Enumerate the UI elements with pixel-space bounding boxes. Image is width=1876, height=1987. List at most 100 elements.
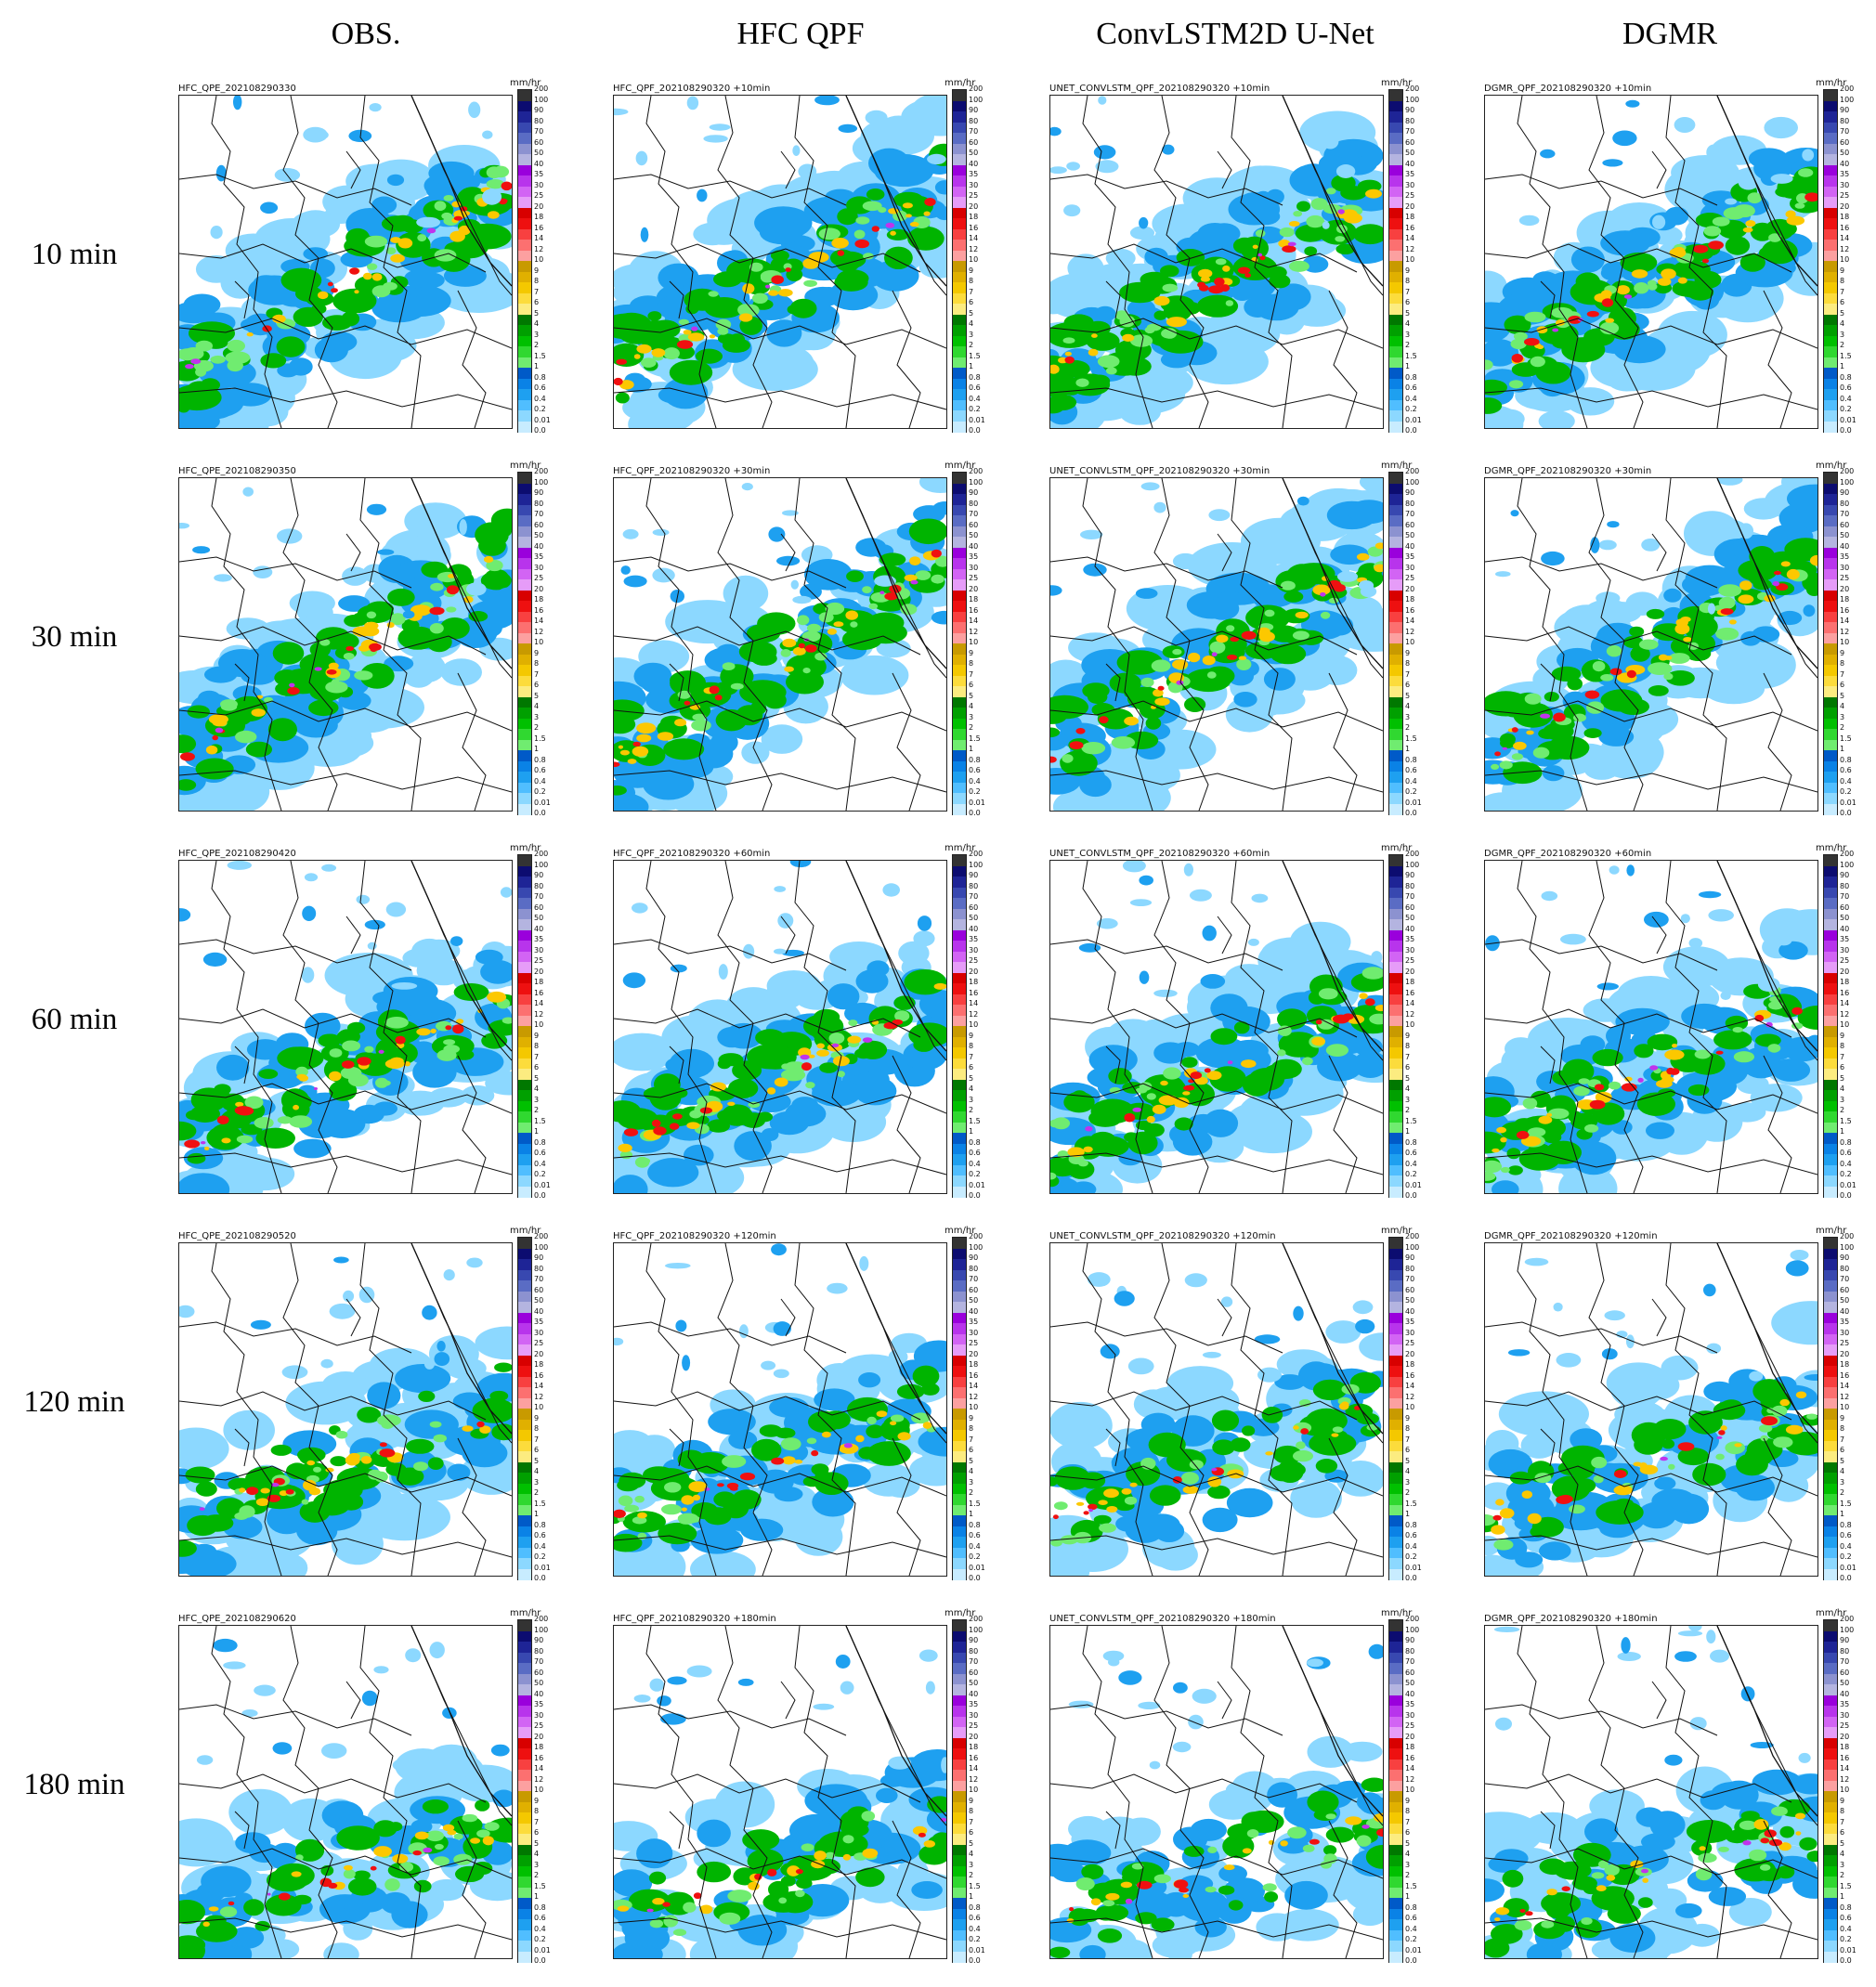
rain-cell (628, 409, 666, 428)
rain-cell (619, 749, 630, 756)
rain-cell (1707, 603, 1716, 615)
colorbar-tick-label: 40 (1405, 1306, 1415, 1316)
rain-cell (1732, 1027, 1743, 1033)
colorbar-tick-label: 200 (1840, 467, 1855, 475)
rain-cell (1154, 697, 1170, 707)
colorbar-tick-label: 2 (1405, 1488, 1411, 1497)
rain-cell (180, 752, 195, 761)
rain-cell (1080, 529, 1103, 539)
rain-cell (1374, 1005, 1383, 1012)
colorbar-tick-label: 1.5 (1405, 351, 1417, 360)
rain-cell (1062, 754, 1074, 763)
rain-cell (1499, 1508, 1515, 1519)
rain-cell (619, 1472, 646, 1489)
colorbar-tick-label: 18 (1405, 595, 1415, 604)
colorbar-tick-label: 20 (969, 1349, 979, 1358)
rain-cell (848, 1019, 858, 1027)
colorbar-swatch (1824, 994, 1837, 1006)
colorbar-tick-label: 20 (534, 584, 544, 593)
colorbar-swatch (1389, 1558, 1402, 1569)
rain-cell (677, 1449, 705, 1470)
rain-cell (1639, 1462, 1648, 1469)
rain-cell (1109, 1086, 1121, 1094)
rain-cell (837, 208, 858, 226)
rain-cell (368, 1469, 383, 1480)
rain-layer (614, 549, 942, 768)
colorbar-swatch (1824, 1100, 1837, 1112)
rain-cell (212, 734, 218, 741)
colorbar-tick-label: 0.0 (534, 426, 546, 435)
colorbar-swatch (953, 782, 966, 794)
rain-cell (633, 354, 641, 359)
colorbar-swatch (953, 1397, 966, 1409)
colorbar-swatch (1824, 1069, 1837, 1080)
rain-cell (1511, 354, 1523, 363)
rain-cell (715, 709, 748, 732)
rain-cell (1145, 1513, 1180, 1537)
rain-cell (1586, 310, 1599, 318)
colorbar-tick-label: 18 (534, 595, 544, 604)
rain-cell (1258, 631, 1275, 643)
rain-cell (1322, 221, 1330, 229)
colorbar-swatch (518, 1036, 531, 1048)
colorbar-tick-label: 80 (969, 881, 979, 890)
rain-cell (751, 1438, 782, 1461)
rain-cell (1050, 1539, 1062, 1547)
rain-cell (1760, 1435, 1768, 1442)
colorbar-tick-label: 40 (534, 541, 544, 551)
rain-cell (1485, 339, 1519, 367)
rain-cell (669, 359, 713, 385)
map-frame (613, 1242, 947, 1577)
colorbar-tick-label: 9 (1405, 1031, 1411, 1040)
rain-cell (1211, 1409, 1240, 1432)
colorbar-tick-label: 10 (969, 1403, 979, 1411)
rain-cell (710, 1082, 726, 1092)
colorbar-tick-label: 1 (534, 1510, 540, 1518)
colorbar-tick-label: 40 (534, 1306, 544, 1316)
rain-cell (665, 1263, 691, 1269)
panel-label: DGMR_QPF_202108290320 +30min (1484, 466, 1652, 476)
colorbar-swatch (1389, 207, 1402, 219)
colorbar-tick-label: 35 (534, 552, 544, 561)
province-boundaries (614, 96, 946, 428)
rain-cell (1139, 875, 1153, 886)
precipitation-map (1485, 478, 1817, 811)
rain-cell (1348, 500, 1383, 525)
rain-cell (214, 574, 232, 582)
rain-cell (784, 666, 794, 672)
rain-cell (866, 612, 905, 633)
colorbar-tick-label: 9 (1840, 1031, 1845, 1040)
colorbar-swatch (518, 378, 531, 390)
rain-cell (1309, 1431, 1357, 1456)
rain-cell (199, 1507, 205, 1511)
boundary-line (614, 700, 946, 732)
colorbar-tick-label: 70 (969, 127, 979, 136)
colorbar-tick-label: 9 (969, 1031, 974, 1040)
colorbar-swatch (1824, 483, 1837, 495)
colorbar-swatch (518, 994, 531, 1006)
rain-cell (1088, 348, 1099, 357)
colorbar-unit: mm/hr (945, 78, 976, 88)
colorbar-swatch (1389, 1312, 1402, 1324)
rain-cell (678, 318, 689, 326)
colorbar-tick-label: 5 (1405, 1073, 1411, 1083)
rain-layer (1494, 570, 1789, 757)
rain-cell (428, 1087, 468, 1108)
panel-hfc-r10: HFC_QPF_202108290320 +10min mm/hr 200 100 90… (613, 78, 995, 436)
rain-cell (1735, 1474, 1763, 1497)
rain-cell (1785, 1424, 1804, 1435)
rain-cell (1359, 478, 1383, 492)
colorbar-tick-label: 20 (969, 584, 979, 593)
colorbar-swatch (1389, 632, 1402, 644)
colorbar-tick-label: 35 (1405, 935, 1415, 943)
colorbar-tick-label: 2 (534, 723, 540, 732)
colorbar-tick-label: 0.4 (1840, 776, 1852, 786)
colorbar-tick-label: 3 (969, 1477, 974, 1487)
rain-cell (866, 188, 885, 201)
colorbar-tick-label: 6 (1405, 1063, 1411, 1071)
rain-cell (931, 610, 946, 625)
colorbar-tick-label: 18 (1405, 213, 1415, 221)
panel-label: DGMR_QPF_202108290320 +120min (1484, 1231, 1658, 1241)
colorbar-swatch (1389, 1366, 1402, 1377)
colorbar-tick-label: 16 (534, 223, 544, 232)
